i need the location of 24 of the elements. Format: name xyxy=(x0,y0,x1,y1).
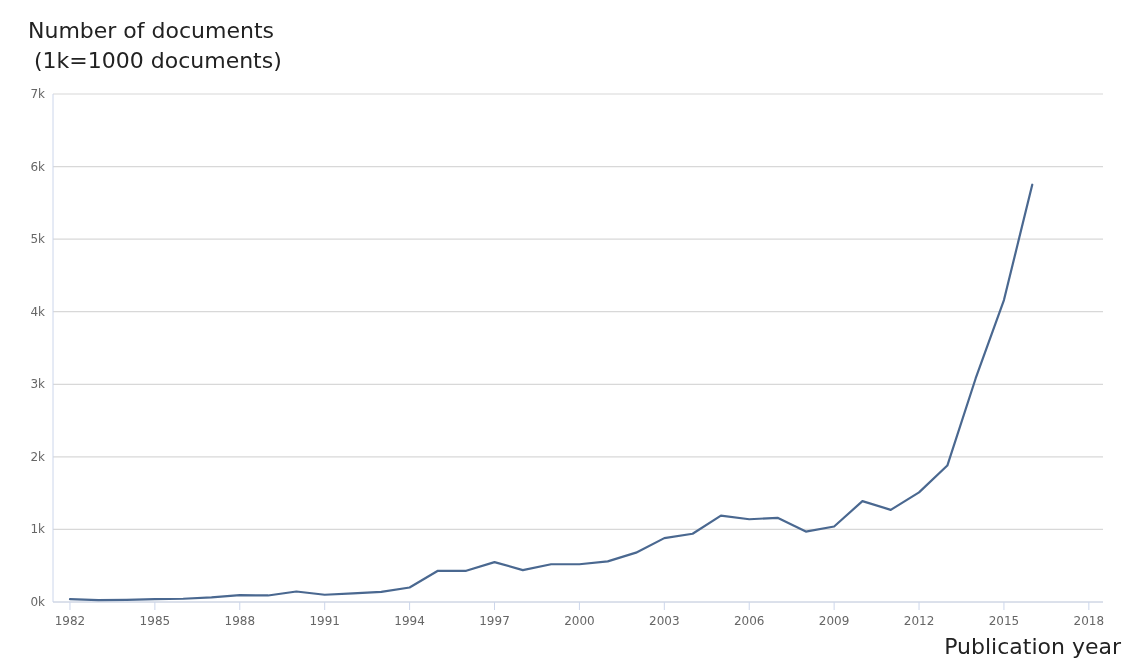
y-tick-label: 2k xyxy=(30,449,46,464)
x-tick-label: 1991 xyxy=(309,614,340,628)
y-tick-label: 3k xyxy=(30,377,46,392)
x-tick-label: 1985 xyxy=(139,614,171,628)
y-axis-title: Number of documents (1k=1000 documents) xyxy=(28,18,282,73)
y-tick-label: 5k xyxy=(30,232,46,247)
x-tick-label: 1994 xyxy=(394,614,425,628)
x-tick-label: 1982 xyxy=(54,614,86,628)
line-series xyxy=(68,183,1034,602)
y-tick-label: 1k xyxy=(30,522,46,537)
y-tick-label: 6k xyxy=(30,159,46,174)
x-tick-label: 2009 xyxy=(818,614,850,628)
x-tick-label: 1988 xyxy=(224,614,256,628)
y-tick-label: 4k xyxy=(30,304,46,319)
x-tick-label: 2000 xyxy=(564,614,595,628)
x-axis-title: Publication year xyxy=(944,634,1122,659)
y-tick-label: 7k xyxy=(30,87,46,101)
x-tick-label: 2012 xyxy=(903,614,935,628)
y-tick-label: 0k xyxy=(30,595,46,609)
x-tick-label: 2006 xyxy=(733,614,765,628)
x-tick-label: 2003 xyxy=(649,614,680,628)
x-tick-label: 2015 xyxy=(988,614,1020,628)
x-tick-label: 1997 xyxy=(479,614,510,628)
x-tick-label: 2018 xyxy=(1073,614,1105,628)
